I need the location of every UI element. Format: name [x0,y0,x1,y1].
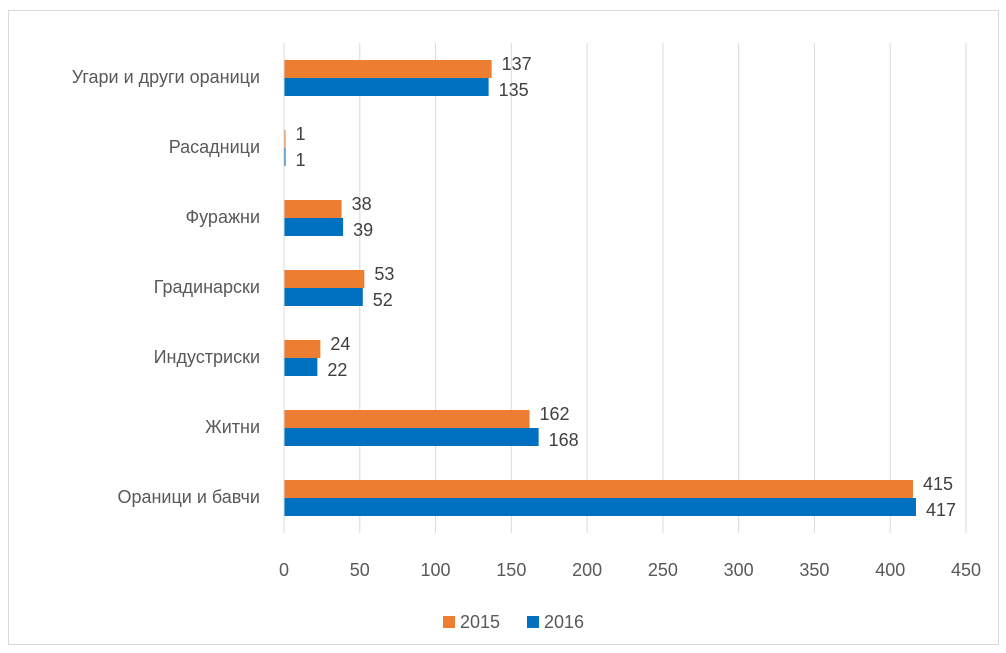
y-tick-label: Индустриски [154,347,260,367]
data-label: 417 [926,500,956,520]
bar [284,428,539,446]
data-label: 162 [540,404,570,424]
chart-border [8,10,999,645]
bar [284,200,342,218]
bar [284,410,530,428]
data-label: 22 [327,360,347,380]
bar [284,340,321,358]
x-tick-label: 350 [799,560,829,580]
x-tick-label: 450 [951,560,981,580]
legend-swatch [443,616,455,628]
bar [284,270,365,288]
data-label: 168 [549,430,579,450]
y-tick-label: Расадници [169,137,260,157]
x-tick-label: 50 [350,560,370,580]
bar [284,218,344,236]
data-label: 1 [296,150,306,170]
legend-label: 2016 [544,612,584,632]
legend-swatch [527,616,539,628]
x-tick-label: 150 [496,560,526,580]
y-tick-label: Угари и други ораници [72,67,260,87]
data-label: 39 [353,220,373,240]
y-tick-label: Ораници и бавчи [117,487,260,507]
bar [284,130,286,148]
bar [284,60,492,78]
y-tick-label: Градинарски [154,277,260,297]
bar [284,498,916,516]
bar [284,288,363,306]
legend-label: 2015 [460,612,500,632]
x-tick-label: 300 [724,560,754,580]
bar [284,148,286,166]
y-tick-label: Фуражни [185,207,260,227]
data-label: 38 [352,194,372,214]
data-label: 24 [330,334,350,354]
data-label: 53 [374,264,394,284]
x-tick-label: 400 [875,560,905,580]
data-label: 135 [499,80,529,100]
data-label: 52 [373,290,393,310]
data-label: 415 [923,474,953,494]
y-tick-label: Житни [205,417,260,437]
x-tick-label: 0 [279,560,289,580]
bar [284,78,489,96]
bar [284,358,318,376]
data-label: 137 [502,54,532,74]
data-label: 1 [296,124,306,144]
x-tick-label: 200 [572,560,602,580]
x-tick-label: 250 [648,560,678,580]
bar [284,480,913,498]
x-tick-label: 100 [421,560,451,580]
